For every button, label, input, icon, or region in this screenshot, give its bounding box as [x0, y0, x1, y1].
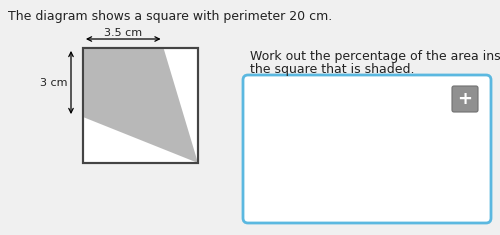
FancyBboxPatch shape — [243, 75, 491, 223]
Text: Work out the percentage of the area inside: Work out the percentage of the area insi… — [250, 50, 500, 63]
Text: 3 cm: 3 cm — [40, 78, 68, 87]
Polygon shape — [83, 48, 198, 163]
Text: 3.5 cm: 3.5 cm — [104, 28, 142, 38]
FancyBboxPatch shape — [452, 86, 478, 112]
Text: the square that is shaded.: the square that is shaded. — [250, 63, 414, 76]
Text: The diagram shows a square with perimeter 20 cm.: The diagram shows a square with perimete… — [8, 10, 332, 23]
Polygon shape — [83, 48, 198, 163]
Text: +: + — [458, 90, 472, 109]
